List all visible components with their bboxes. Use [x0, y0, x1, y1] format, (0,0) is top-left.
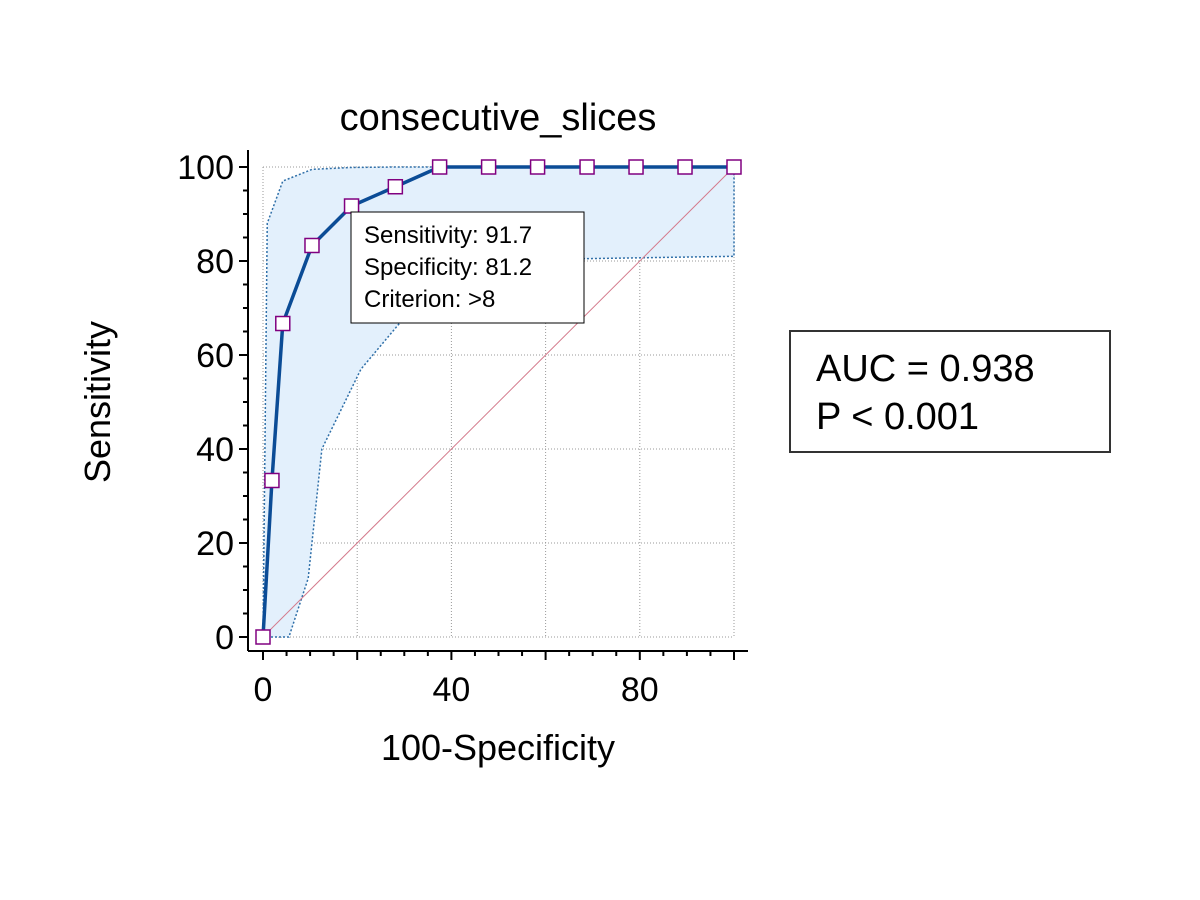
x-axis-label: 100-Specificity [381, 727, 615, 768]
ticks: 0 20 40 60 80 100 0 40 80 [177, 149, 735, 709]
auc-value: AUC = 0.938 [816, 348, 1035, 390]
roc-point [255, 629, 271, 645]
y-tick-label: 80 [196, 243, 234, 281]
y-tick-label: 0 [215, 619, 234, 657]
roc-point [480, 159, 497, 175]
roc-point [677, 159, 693, 175]
y-tick-label: 20 [196, 525, 234, 563]
confidence-bounds [262, 166, 735, 638]
criterion-annotation: Sensitivity: 91.7 Specificity: 81.2 Crit… [350, 211, 585, 324]
roc-point [387, 178, 404, 195]
x-tick-label: 0 [254, 671, 273, 709]
reference-diagonal [262, 166, 735, 638]
annotation-criterion: Criterion: >8 [364, 286, 495, 313]
annotation-sensitivity: Sensitivity: 91.7 [364, 222, 532, 249]
annotation-box [350, 211, 585, 324]
ci-lower-line [263, 167, 735, 638]
x-tick-label: 40 [432, 671, 470, 709]
roc-point [579, 159, 595, 175]
p-value: P < 0.001 [816, 396, 979, 438]
roc-point [304, 237, 320, 254]
roc-point [264, 472, 280, 489]
roc-point [431, 159, 448, 175]
roc-point [343, 198, 360, 214]
roc-point [275, 315, 291, 332]
roc-point [628, 159, 644, 175]
annotation-specificity: Specificity: 81.2 [364, 254, 532, 281]
y-axis-label: Sensitivity [77, 321, 118, 483]
ci-upper-line [262, 166, 734, 638]
stats-box-frame [789, 330, 1111, 453]
x-tick-label: 80 [621, 671, 659, 709]
roc-point [726, 159, 742, 175]
roc-markers [255, 159, 742, 645]
stats-box: AUC = 0.938 P < 0.001 [789, 330, 1111, 453]
roc-point [529, 159, 546, 175]
y-tick-label: 100 [177, 149, 234, 187]
y-tick-label: 60 [196, 337, 234, 375]
chart-title: consecutive_slices [340, 97, 657, 139]
y-tick-label: 40 [196, 431, 234, 469]
